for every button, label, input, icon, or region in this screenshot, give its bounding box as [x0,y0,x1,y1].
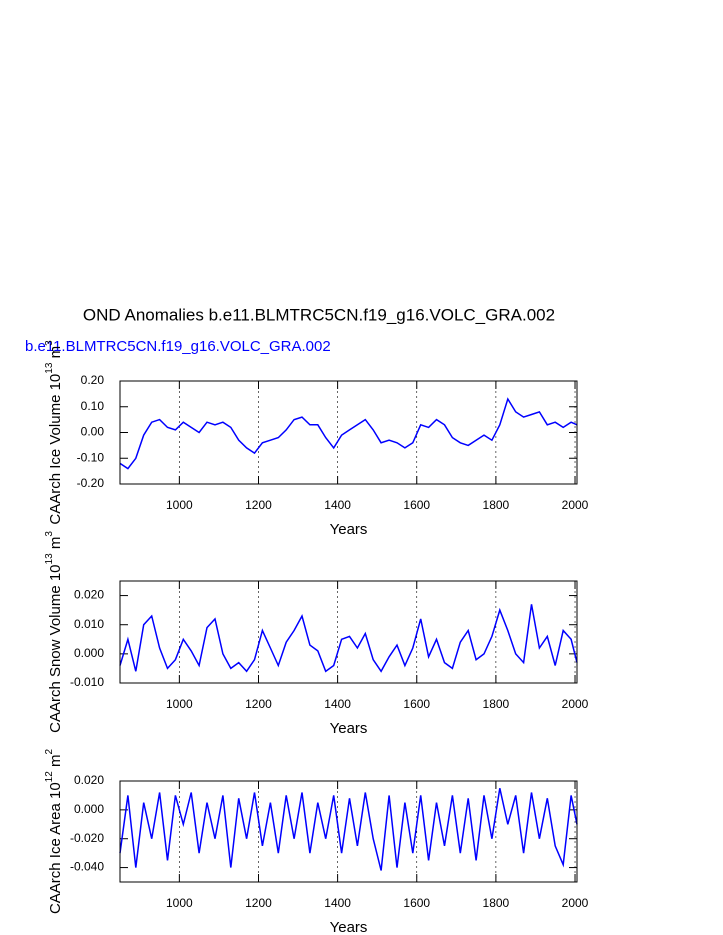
y-tick-label: -0.010 [70,675,104,689]
plot-frame [119,580,578,684]
data-line [119,788,578,871]
x-tick-label: 2000 [562,498,589,512]
data-line [119,397,578,470]
x-tick-label: 1600 [403,896,430,910]
y-axis-label-text: CAArch Ice Area 10 [47,782,64,914]
figure-title: OND Anomalies b.e11.BLMTRC5CN.f19_g16.VO… [83,305,555,324]
y-axis-label: CAArch Ice Volume 1013 m3 [44,340,64,525]
x-tick-label: 1400 [324,697,351,711]
y-axis-label-text: CAArch Snow Volume 10 [47,564,64,732]
x-axis-label: Years [330,919,368,935]
x-tick-label: 2000 [562,896,589,910]
x-tick-label: 1000 [166,697,193,711]
y-axis-label-exponent: 13 [44,553,55,565]
y-tick-label: 0.020 [74,588,104,602]
y-axis-label-exponent: 3 [44,340,55,346]
x-tick-label: 1400 [324,896,351,910]
plot-frame [119,780,578,883]
x-tick-label: 1600 [403,697,430,711]
y-axis-label-text: m [47,346,64,363]
y-axis-label: CAArch Snow Volume 1013 m3 [44,531,64,733]
y-axis-label-exponent: 12 [44,771,55,783]
y-tick-label: -0.10 [77,450,105,464]
y-tick-label: -0.020 [70,831,104,845]
panel: 1000 1200 1400 1600 1800 2000 -0.040 -0.020 0.00… [44,749,589,935]
x-tick-label: 1800 [483,498,510,512]
x-tick-label: 1800 [483,896,510,910]
x-tick-label: 1600 [403,498,430,512]
y-axis-label: CAArch Ice Area 1012 m2 [44,749,64,915]
panel: 1000 1200 1400 1600 1800 2000 -0.20 -0.10 0.00 0.… [44,340,589,538]
x-axis-label: Years [330,521,368,538]
y-tick-label: -0.20 [77,476,105,490]
y-tick-label: -0.040 [70,860,104,874]
x-tick-label: 1200 [245,896,272,910]
panel: 1000 1200 1400 1600 1800 2000 -0.010 0.000 0.010… [44,531,589,737]
data-line [119,604,578,673]
x-tick-label: 1200 [245,498,272,512]
y-axis-label-exponent: 3 [44,531,55,537]
y-tick-label: 0.020 [74,773,104,787]
plot-frame [119,380,578,485]
x-tick-label: 1200 [245,697,272,711]
y-tick-label: 0.20 [81,373,105,387]
figure-subtitle: b.e11.BLMTRC5CN.f19_g16.VOLC_GRA.002 [25,338,331,355]
y-tick-label: 0.000 [74,802,104,816]
y-axis-label-exponent: 13 [44,362,55,374]
x-axis-label: Years [330,720,368,737]
y-axis-label-text: m [47,537,64,554]
y-axis-label-exponent: 2 [44,749,55,755]
y-tick-label: 0.010 [74,617,104,631]
x-tick-label: 2000 [562,697,589,711]
y-axis-label-text: CAArch Ice Volume 10 [47,374,64,525]
x-tick-label: 1400 [324,498,351,512]
y-tick-label: 0.000 [74,646,104,660]
x-tick-label: 1000 [166,896,193,910]
y-tick-label: 0.10 [81,399,105,413]
x-tick-label: 1800 [483,697,510,711]
y-tick-label: 0.00 [81,425,105,439]
y-axis-label-text: m [47,755,64,772]
x-tick-label: 1000 [166,498,193,512]
